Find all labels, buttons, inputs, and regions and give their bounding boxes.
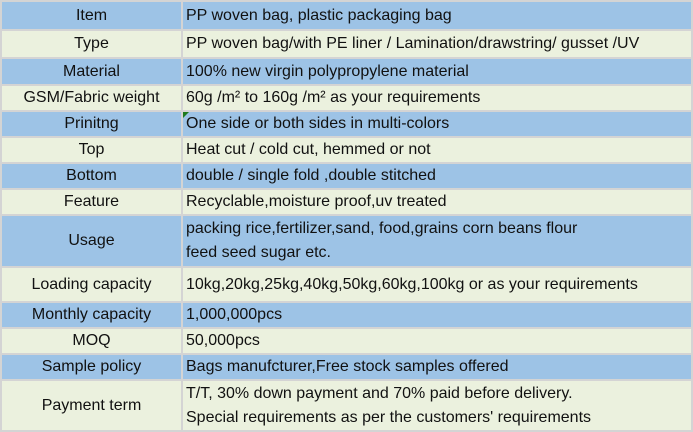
row-label: Monthly capacity bbox=[0, 301, 183, 329]
value-line: feed seed sugar etc. bbox=[186, 244, 331, 261]
table-row: Type PP woven bag/with PE liner / Laminat… bbox=[0, 29, 693, 59]
row-label: GSM/Fabric weight bbox=[0, 84, 183, 112]
row-label: Prinitng bbox=[0, 110, 183, 138]
value-line: 10kg,20kg,25kg,40kg,50kg,60kg,100kg or a… bbox=[186, 275, 638, 293]
value-line: One side or both sides in multi-colors bbox=[186, 115, 450, 132]
row-value: 1,000,000pcs bbox=[181, 301, 693, 329]
row-label: Loading capacity bbox=[0, 266, 183, 303]
row-label: MOQ bbox=[0, 327, 183, 355]
row-value: 50,000pcs bbox=[181, 327, 693, 355]
row-label: Top bbox=[0, 136, 183, 164]
value-line: Recyclable,moisture proof,uv treated bbox=[186, 193, 447, 210]
value-line: PP woven bag, plastic packaging bag bbox=[186, 6, 452, 24]
table-row: GSM/Fabric weight 60g /m² to 160g /m² as … bbox=[0, 84, 693, 112]
value-line: Heat cut / cold cut, hemmed or not bbox=[186, 141, 431, 158]
row-value: Recyclable,moisture proof,uv treated bbox=[181, 188, 693, 216]
value-line: packing rice,fertilizer,sand, food,grain… bbox=[186, 220, 578, 237]
value-line: double / single fold ,double stitched bbox=[186, 167, 436, 184]
row-label: Type bbox=[0, 29, 183, 59]
table-row: Feature Recyclable,moisture proof,uv trea… bbox=[0, 188, 693, 216]
row-label: Payment term bbox=[0, 379, 183, 432]
row-value: One side or both sides in multi-colors bbox=[181, 110, 693, 138]
row-label: Sample policy bbox=[0, 353, 183, 381]
table-row: Prinitng One side or both sides in multi-… bbox=[0, 110, 693, 138]
row-label: Item bbox=[0, 0, 183, 31]
row-value: T/T, 30% down payment and 70% paid befor… bbox=[181, 379, 693, 432]
table-row: Bottom double / single fold ,double stitc… bbox=[0, 162, 693, 190]
row-value: Bags manufcturer,Free stock samples offe… bbox=[181, 353, 693, 381]
table-row: Top Heat cut / cold cut, hemmed or not bbox=[0, 136, 693, 164]
value-line: 1,000,000pcs bbox=[186, 306, 283, 323]
table-row: Sample policy Bags manufcturer,Free stock… bbox=[0, 353, 693, 381]
row-label: Material bbox=[0, 57, 183, 86]
table-row: Material 100% new virgin polypropylene ma… bbox=[0, 57, 693, 86]
value-line: 60g /m² to 160g /m² as your requirements bbox=[186, 89, 481, 106]
value-line: PP woven bag/with PE liner / Lamination/… bbox=[186, 35, 640, 52]
value-line: Special requirements as per the customer… bbox=[186, 408, 592, 426]
row-value: 100% new virgin polypropylene material bbox=[181, 57, 693, 86]
table-row: Item PP woven bag, plastic packaging bag bbox=[0, 0, 693, 31]
table-row: Monthly capacity 1,000,000pcs bbox=[0, 301, 693, 329]
row-value: 60g /m² to 160g /m² as your requirements bbox=[181, 84, 693, 112]
row-value: PP woven bag/with PE liner / Lamination/… bbox=[181, 29, 693, 59]
table-row: MOQ 50,000pcs bbox=[0, 327, 693, 355]
row-value: double / single fold ,double stitched bbox=[181, 162, 693, 190]
row-label: Bottom bbox=[0, 162, 183, 190]
row-label: Usage bbox=[0, 214, 183, 268]
row-value: Heat cut / cold cut, hemmed or not bbox=[181, 136, 693, 164]
row-value: packing rice,fertilizer,sand, food,grain… bbox=[181, 214, 693, 268]
value-line: 50,000pcs bbox=[186, 332, 260, 349]
value-line: Bags manufcturer,Free stock samples offe… bbox=[186, 358, 509, 375]
table-row: Payment term T/T, 30% down payment and 70… bbox=[0, 379, 693, 432]
table-row: Loading capacity 10kg,20kg,25kg,40kg,50kg… bbox=[0, 266, 693, 303]
row-value: PP woven bag, plastic packaging bag bbox=[181, 0, 693, 31]
table-row: Usage packing rice,fertilizer,sand, food,… bbox=[0, 214, 693, 268]
value-line: T/T, 30% down payment and 70% paid befor… bbox=[186, 384, 573, 402]
row-label: Feature bbox=[0, 188, 183, 216]
value-line: 100% new virgin polypropylene material bbox=[186, 62, 469, 80]
row-value: 10kg,20kg,25kg,40kg,50kg,60kg,100kg or a… bbox=[181, 266, 693, 303]
